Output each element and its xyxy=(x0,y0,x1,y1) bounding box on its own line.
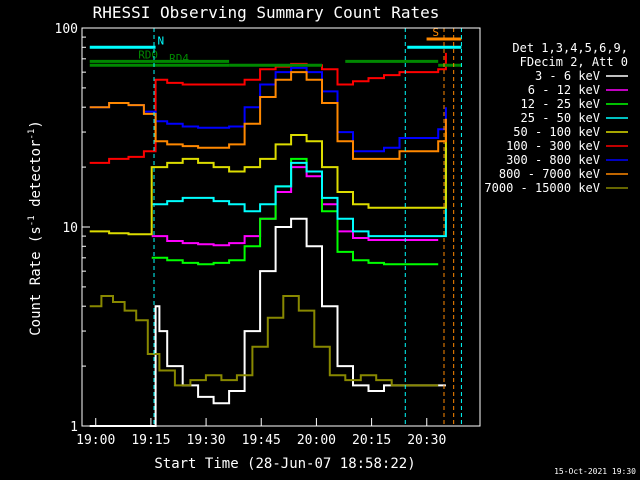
y-axis-label: Count Rate (s-1 detector-1) xyxy=(27,120,44,336)
legend-label-2: 12 - 25 keV xyxy=(521,97,600,111)
x-tick-label-4: 20:00 xyxy=(297,433,336,448)
x-axis-label: Start Time (28-Jun-07 18:58:22) xyxy=(154,456,415,472)
y-tick-label-0: 1 xyxy=(70,420,78,435)
series-line-4 xyxy=(89,132,447,236)
x-tick-label-2: 19:30 xyxy=(187,433,226,448)
chart-title: RHESSI Observing Summary Count Rates xyxy=(93,3,440,22)
x-tick-label-3: 19:45 xyxy=(242,433,281,448)
legend-label-3: 25 - 50 keV xyxy=(521,111,600,125)
legend-label-6: 300 - 800 keV xyxy=(506,153,600,167)
annotation-label-1: RD0 xyxy=(138,48,158,61)
footer-date: 15-Oct-2021 19:30 xyxy=(554,467,636,476)
legend-label-8: 7000 - 15000 keV xyxy=(484,181,600,195)
x-tick-label-1: 19:15 xyxy=(131,433,170,448)
series-layer xyxy=(89,52,447,427)
x-tick-label-5: 20:15 xyxy=(352,433,391,448)
legend-header-line2: FDecim 2, Att 0 xyxy=(520,55,628,69)
ticks-layer: 1 10 100 19:00 19:15 19:30 19:45 20:00 20:15 20:3… xyxy=(55,22,447,448)
series-line-3 xyxy=(151,147,447,238)
series-line-2 xyxy=(151,157,439,266)
series-line-1 xyxy=(151,166,439,247)
y-tick-label-1: 10 xyxy=(62,221,78,236)
annotation-label-0: N xyxy=(158,34,165,47)
legend-label-7: 800 - 7000 keV xyxy=(499,167,600,181)
x-tick-label-0: 19:00 xyxy=(76,433,115,448)
series-line-0 xyxy=(89,217,446,427)
legend-label-0: 3 - 6 keV xyxy=(535,69,600,83)
annotation-label-2: RD4 xyxy=(169,52,189,65)
legend-label-5: 100 - 300 keV xyxy=(506,139,600,153)
legend-label-1: 6 - 12 keV xyxy=(528,83,600,97)
s-label: S xyxy=(432,26,439,39)
series-line-7 xyxy=(89,71,447,160)
legend-header-line1: Det 1,3,4,5,6,9, xyxy=(512,41,628,55)
y-tick-label-2: 100 xyxy=(55,22,78,37)
x-tick-label-6: 20:30 xyxy=(407,433,446,448)
legend-label-4: 50 - 100 keV xyxy=(513,125,600,139)
series-line-8 xyxy=(89,295,439,387)
